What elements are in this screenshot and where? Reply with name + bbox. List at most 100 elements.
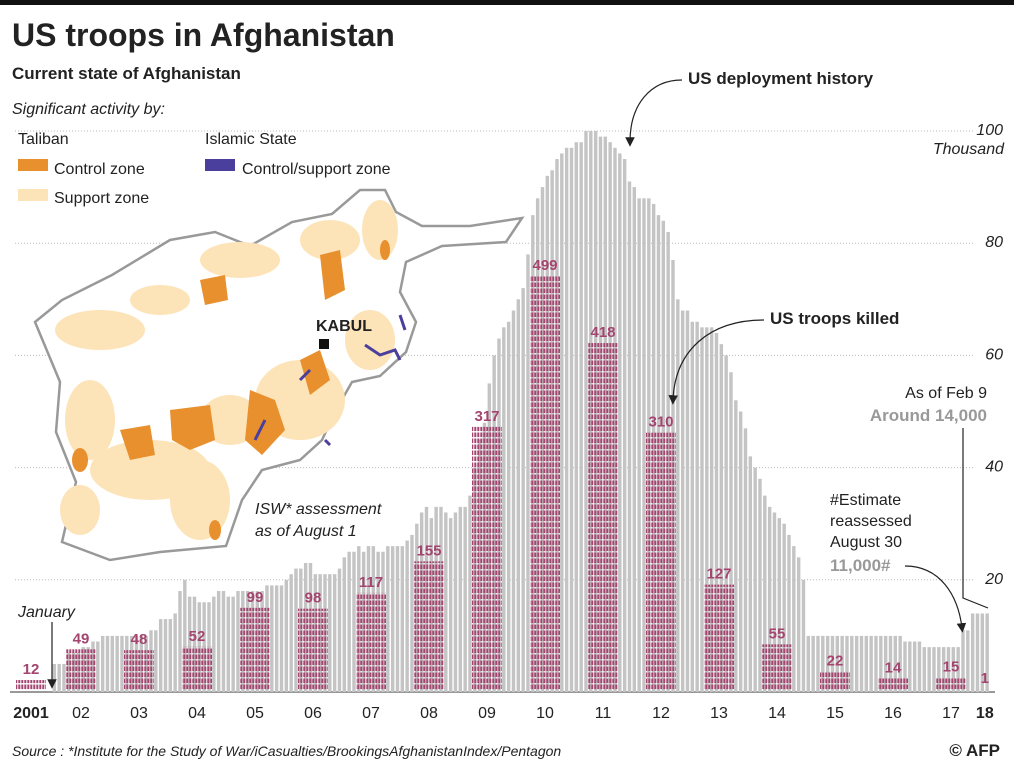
troop-bar [888,635,893,692]
troop-bar [453,512,458,692]
troop-bar [516,299,521,692]
killed-pictogram [182,646,212,690]
killed-label: 52 [189,628,206,645]
killed-pictogram [936,677,966,690]
troop-bar [410,534,414,692]
x-tick-label: 09 [478,705,496,722]
troop-bar [695,321,699,692]
killed-pictogram [124,650,154,690]
troop-bar [975,613,980,692]
troop-bar [758,478,762,692]
x-tick-label: 17 [942,705,960,722]
troop-bar [52,663,57,692]
series-annotation: US troops killed [770,309,899,328]
troop-bar [62,663,66,692]
troop-bar [956,647,960,692]
annotation: Around 14,000 [870,406,987,425]
troop-bar [627,181,632,693]
killed-label: 418 [590,324,615,341]
troop-bar [908,641,912,692]
troop-bar [980,613,985,692]
troop-bar [883,635,888,692]
troop-bar [328,574,332,692]
troop-bar [859,635,864,692]
troop-bar [274,585,279,692]
troop-bar [637,198,641,692]
troop-bar [864,635,869,692]
troop-bar [874,635,878,692]
map-note: ISW* assessment [255,501,382,518]
troop-bar [622,159,627,693]
killed-label: 14 [885,659,902,676]
troop-bar [352,551,356,692]
troop-bar [922,647,927,692]
x-tick-label: 07 [362,705,380,722]
killed-pictogram [414,561,444,690]
troop-bar [506,321,511,692]
legend-label: Control zone [54,161,145,178]
killed-label: 155 [416,542,441,559]
troop-bar [163,619,168,692]
map: KABUL ISW* assessment as of August 1 [33,188,525,562]
killed-label: 22 [827,653,844,670]
arrow [904,565,967,633]
troop-bar [927,647,931,692]
troop-bar [289,574,293,692]
troop-bar [835,635,840,692]
troop-bar [584,131,588,692]
arrow [625,79,683,147]
troop-bar [966,630,970,692]
killed-pictogram [588,343,618,690]
troop-bar [618,153,622,692]
troop-bar [154,630,158,692]
troop-bar [685,310,690,692]
troop-bar [748,456,753,692]
troop-bar [970,613,975,692]
legend-swatch [18,189,48,201]
killed-label: 15 [943,659,960,676]
y-tick-label: 80 [985,234,1003,251]
troop-bar [680,310,685,692]
troop-bar [951,647,956,692]
annotation: 11,000# [830,556,891,575]
troop-bar [840,635,844,692]
x-tick-label: 16 [884,705,902,722]
troop-bar [941,647,946,692]
troop-bar [719,344,724,692]
support-zones [55,200,398,540]
annotations: US deployment history US troops killed J… [17,69,1005,689]
killed-label: 499 [532,257,557,274]
legend-group: Islamic State [205,131,297,148]
title: US troops in Afghanistan [12,17,395,53]
x-tick-label: 13 [710,705,728,722]
troop-bar [767,506,772,692]
troop-bar [105,635,110,692]
troop-bar [284,579,289,692]
troop-bar [395,546,400,692]
killed-pictogram [979,689,991,690]
x-tick-label: 15 [826,705,844,722]
killed-label: 49 [73,630,90,647]
troop-bar [511,310,516,692]
legend: Significant activity by: Taliban Control… [12,101,391,207]
killed-pictogram [356,592,386,690]
killed-label: 317 [474,408,499,425]
troop-bar [763,495,767,692]
troop-bar [212,596,216,692]
troop-bar [869,635,873,692]
troop-bar [743,428,748,692]
killed-pictogram [530,275,560,690]
x-tick-label: 18 [976,705,994,722]
killed-label: 117 [359,574,383,591]
troop-bar [178,591,182,692]
troop-bar [226,596,231,692]
arrow [668,319,765,405]
y-tick-label: 100 [976,122,1003,139]
troop-bar [521,288,525,692]
annotation: August 30 [830,534,902,551]
source: Source : *Institute for the Study of War… [12,743,561,759]
troop-bar [231,596,235,692]
killed-label: 98 [305,590,322,607]
x-tick-label: 08 [420,705,438,722]
